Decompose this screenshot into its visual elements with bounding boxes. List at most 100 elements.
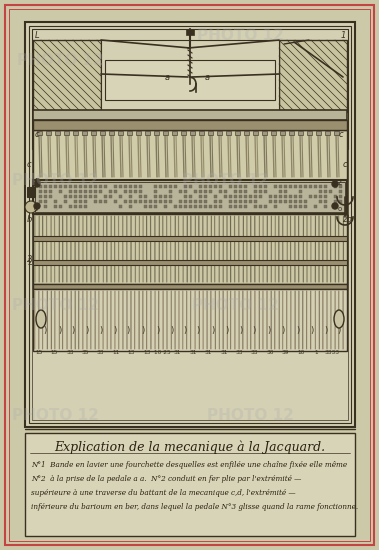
Bar [289, 195, 292, 198]
Bar [154, 131, 159, 135]
Text: b: b [27, 215, 32, 224]
Bar [271, 131, 276, 135]
Bar [39, 195, 42, 198]
Bar [163, 131, 168, 135]
Text: ): ) [100, 326, 103, 335]
Bar [136, 131, 141, 135]
Text: a: a [205, 73, 210, 82]
Text: 2b: 2b [343, 215, 353, 224]
Bar [144, 195, 147, 198]
Text: ): ) [156, 326, 159, 335]
Bar [37, 131, 42, 135]
Text: ): ) [240, 326, 243, 335]
Bar [64, 200, 67, 203]
Circle shape [25, 201, 37, 213]
Text: supérieure à une traverse du battant de la mecanique c,d, l'extrémité —: supérieure à une traverse du battant de … [31, 489, 296, 497]
Text: 31: 31 [174, 350, 181, 355]
Bar [279, 200, 282, 203]
Bar [234, 195, 237, 198]
Bar [324, 200, 327, 203]
Bar [99, 185, 102, 188]
Bar [104, 185, 107, 188]
Bar [214, 205, 217, 208]
Bar [127, 131, 132, 135]
Bar [239, 185, 242, 188]
Bar [33, 130, 55, 289]
Bar [307, 131, 312, 135]
Bar [244, 205, 247, 208]
Bar [105, 60, 275, 100]
Bar [329, 190, 332, 193]
Bar [164, 195, 167, 198]
Text: N°1  Bande en lavier une fourchette desquelles est enfilée une chaîne fixée elle: N°1 Bande en lavier une fourchette desqu… [31, 461, 347, 469]
Bar [339, 200, 342, 203]
Text: a: a [165, 73, 170, 82]
Bar [89, 195, 92, 198]
Bar [316, 131, 321, 135]
Text: z: z [338, 178, 342, 187]
Ellipse shape [334, 310, 344, 328]
Bar [194, 205, 197, 208]
Bar [239, 205, 242, 208]
Bar [33, 289, 347, 351]
Bar [254, 185, 257, 188]
Bar [139, 195, 142, 198]
Bar [284, 200, 287, 203]
Text: 31: 31 [190, 350, 197, 355]
Bar [280, 131, 285, 135]
Bar [208, 131, 213, 135]
Bar [164, 185, 167, 188]
Bar [169, 195, 172, 198]
Bar [44, 190, 47, 193]
Text: 1: 1 [341, 31, 346, 40]
Bar [294, 185, 297, 188]
Bar [219, 190, 222, 193]
Bar [224, 195, 227, 198]
Bar [84, 190, 87, 193]
Bar [254, 195, 257, 198]
Bar [334, 131, 339, 135]
Text: ): ) [43, 326, 46, 335]
Bar [189, 195, 192, 198]
Text: D: D [34, 178, 40, 187]
Text: L: L [35, 31, 40, 40]
Bar [129, 200, 132, 203]
Bar [84, 200, 87, 203]
Bar [159, 185, 162, 188]
Bar [199, 190, 202, 193]
Bar [190, 131, 195, 135]
Bar [294, 205, 297, 208]
Bar [134, 190, 137, 193]
Bar [59, 185, 62, 188]
Bar [154, 185, 157, 188]
Bar [194, 190, 197, 193]
Bar [239, 190, 242, 193]
Bar [79, 190, 82, 193]
Bar [154, 200, 157, 203]
Text: ): ) [225, 326, 229, 335]
Bar [339, 190, 342, 193]
Bar [299, 190, 302, 193]
Bar [289, 200, 292, 203]
Bar [244, 200, 247, 203]
Bar [39, 200, 42, 203]
Bar [39, 190, 42, 193]
Bar [299, 195, 302, 198]
Bar [124, 185, 127, 188]
Bar [129, 195, 132, 198]
Bar [324, 195, 327, 198]
Bar [69, 190, 72, 193]
Circle shape [332, 203, 338, 209]
Bar [239, 200, 242, 203]
Bar [59, 205, 62, 208]
Bar [235, 131, 240, 135]
Bar [49, 195, 52, 198]
Text: 39: 39 [282, 350, 289, 355]
Bar [309, 185, 312, 188]
Bar [226, 131, 231, 135]
Bar [32, 29, 348, 420]
Text: ): ) [184, 326, 187, 335]
Bar [244, 185, 247, 188]
Text: 11: 11 [113, 350, 120, 355]
Text: PHOTO 12: PHOTO 12 [207, 408, 293, 423]
